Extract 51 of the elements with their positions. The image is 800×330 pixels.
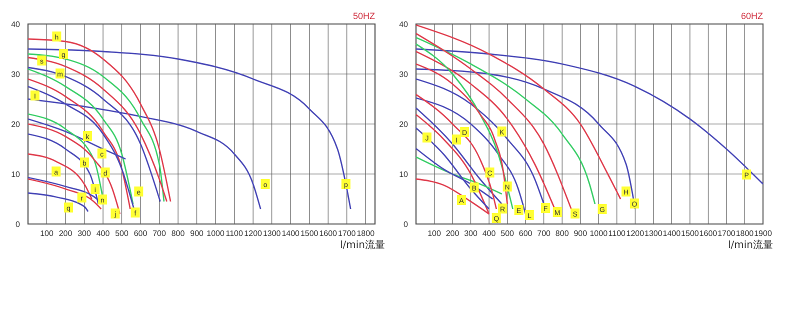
x-tick-label: 900 [190,229,204,238]
chart-title: 50HZ [352,11,376,21]
y-tick-label: 30 [399,70,409,79]
x-tick-label: 100 [40,229,54,238]
y-tick-label: 0 [16,220,21,229]
x-tick-label: 1300 [644,229,663,238]
x-tick-label: 1400 [282,229,300,238]
x-tick-label: 1300 [262,229,282,238]
x-tick-label: 1000 [206,229,226,238]
x-tick-label: 1000 [590,229,608,238]
x-tick-label: 200 [446,229,460,238]
x-tick-label: 1500 [681,229,700,238]
x-tick-label: 1100 [226,229,244,238]
y-tick-label: 40 [399,20,409,29]
y-tick-label: 40 [11,20,21,29]
x-tick-label: 700 [152,229,167,238]
x-tick-label: 800 [171,229,186,238]
x-axis-title: l/min流量 [728,239,773,251]
x-tick-label: 500 [115,229,130,238]
x-tick-label: 1500 [300,229,319,238]
x-tick-label: 1200 [244,229,263,238]
x-tick-label: 1200 [626,229,645,238]
x-tick-label: 1700 [338,229,356,238]
x-tick-label: 600 [134,229,148,238]
x-tick-label: 700 [537,229,552,238]
x-tick-label: 1800 [736,229,754,238]
x-tick-label: 300 [464,229,478,238]
y-tick-label: 20 [11,120,21,129]
x-tick-label: 500 [500,229,515,238]
chart-title: 60HZ [740,11,764,21]
x-tick-label: 300 [78,229,92,238]
x-tick-label: 400 [482,229,496,238]
y-tick-label: 10 [11,170,21,179]
y-tick-label: 10 [399,170,409,179]
x-tick-label: 900 [574,229,588,238]
x-tick-label: 1100 [608,229,626,238]
x-tick-label: 1600 [699,229,718,238]
x-tick-label: 1900 [754,229,772,238]
x-axis-title: l/min流量 [340,239,385,251]
y-tick-label: 20 [399,120,409,129]
x-tick-label: 1600 [319,229,338,238]
x-tick-label: 1400 [662,229,682,238]
x-tick-label: 200 [58,229,73,238]
x-tick-label: 400 [96,229,110,238]
y-tick-label: 0 [404,220,409,229]
x-tick-label: 1700 [718,229,736,238]
x-tick-label: 1800 [356,229,376,238]
y-tick-label: 30 [11,70,21,79]
x-tick-label: 100 [428,229,442,238]
x-tick-label: 800 [555,229,570,238]
x-tick-label: 600 [518,229,533,238]
